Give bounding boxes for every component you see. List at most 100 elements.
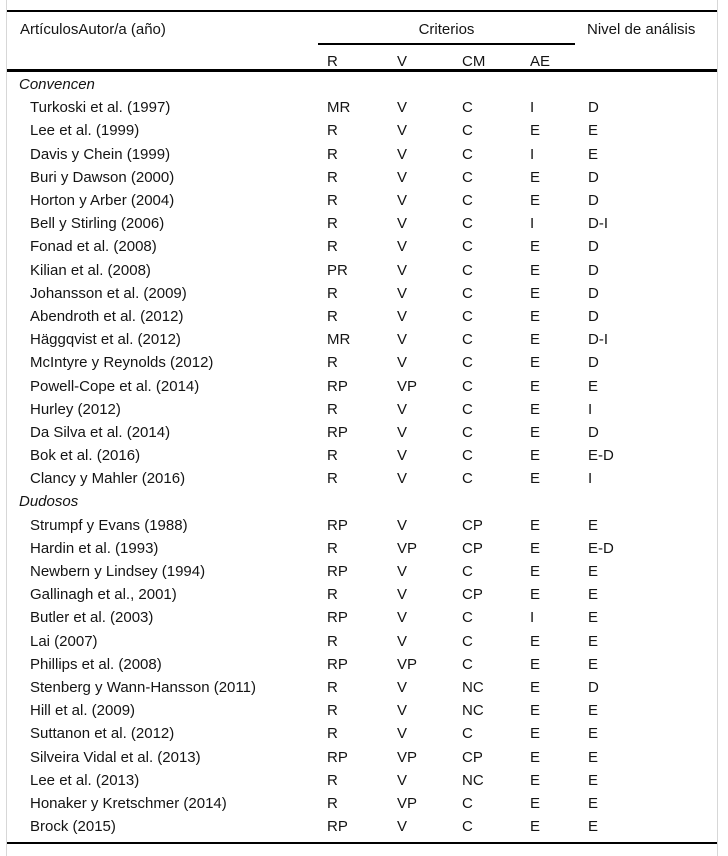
cell-nivel: I [588,470,593,488]
cell-nivel: D [588,678,599,696]
section-header-row: Convencen [0,73,728,96]
table-row: Bok et al. (2016) R V C E E-D [0,444,728,467]
cell-cm: C [462,609,473,627]
cell-nivel: D [588,354,599,372]
cell-r: MR [327,331,351,349]
table-row: Hardin et al. (1993) R VP CP E E-D [0,537,728,560]
subcolumn-header-r: R [327,53,338,70]
table-row: Strumpf y Evans (1988) RP V CP E E [0,514,728,537]
author-cell: Powell-Cope et al. (2014) [30,377,200,395]
cell-r: R [327,725,338,743]
author-cell: Silveira Vidal et al. (2013) [30,748,201,766]
author-cell: Stenberg y Wann-Hansson (2011) [30,678,256,696]
cell-ae: E [530,447,541,465]
author-cell: Abendroth et al. (2012) [30,307,184,325]
cell-v: VP [397,377,418,395]
cell-ae: I [530,609,535,627]
author-cell: Honaker y Kretschmer (2014) [30,794,227,812]
cell-v: V [397,423,408,441]
cell-ae: E [530,794,541,812]
author-cell: Clancy y Mahler (2016) [30,470,186,488]
cell-r: R [327,470,338,488]
cell-ae: E [530,307,541,325]
cell-nivel: E [588,377,599,395]
author-cell: Horton y Arber (2004) [30,192,175,210]
cell-r: R [327,678,338,696]
cell-r: R [327,586,338,604]
cell-ae: E [530,261,541,279]
author-cell: Lee et al. (1999) [30,122,140,140]
cell-v: V [397,609,408,627]
cell-cm: C [462,354,473,372]
cell-ae: E [530,563,541,581]
author-cell: Gallinagh et al., 2001) [30,586,177,604]
author-cell: Da Silva et al. (2014) [30,423,171,441]
table-row: Lee et al. (2013) R V NC E E [0,769,728,792]
author-cell: Lee et al. (2013) [30,771,140,789]
author-cell: Hill et al. (2009) [30,702,136,720]
cell-ae: E [530,678,541,696]
cell-cm: C [462,99,473,117]
author-cell: Fonad et al. (2008) [30,238,157,256]
cell-ae: I [530,145,535,163]
cell-ae: E [530,122,541,140]
cell-nivel: D [588,307,599,325]
cell-r: MR [327,99,351,117]
cell-nivel: E [588,516,599,534]
cell-cm: C [462,192,473,210]
cell-r: RP [327,563,348,581]
table-row: Kilian et al. (2008) PR V C E D [0,259,728,282]
cell-r: R [327,400,338,418]
cell-cm: C [462,238,473,256]
cell-cm: C [462,168,473,186]
cell-nivel: E [588,632,599,650]
table-bottom-rule [7,842,717,844]
cell-v: V [397,238,408,256]
cell-nivel: E [588,609,599,627]
column-header-articulos-autor: ArtículosAutor/a (año) [20,21,166,38]
cell-cm: NC [462,771,484,789]
section-header-row: Dudosos [0,490,728,513]
cell-v: V [397,771,408,789]
cell-r: R [327,215,338,233]
cell-v: V [397,400,408,418]
cell-nivel: E [588,794,599,812]
cell-ae: E [530,516,541,534]
table-top-rule [7,10,717,12]
cell-cm: C [462,632,473,650]
cell-v: V [397,307,408,325]
cell-nivel: E [588,725,599,743]
right-border-line [717,0,718,856]
cell-nivel: D [588,284,599,302]
cell-r: RP [327,423,348,441]
cell-cm: CP [462,586,483,604]
cell-nivel: E [588,655,599,673]
author-cell: McIntyre y Reynolds (2012) [30,354,214,372]
table-row: Powell-Cope et al. (2014) RP VP C E E [0,374,728,397]
cell-r: RP [327,655,348,673]
cell-nivel: E [588,702,599,720]
cell-nivel: I [588,400,593,418]
table-row: Fonad et al. (2008) R V C E D [0,235,728,258]
cell-v: V [397,563,408,581]
table-row: Lee et al. (1999) R V C E E [0,119,728,142]
cell-v: VP [397,655,418,673]
cell-ae: E [530,331,541,349]
author-cell: Hurley (2012) [30,400,121,418]
cell-ae: E [530,586,541,604]
cell-cm: C [462,818,473,836]
table-row: Hill et al. (2009) R V NC E E [0,699,728,722]
author-cell: Lai (2007) [30,632,98,650]
cell-nivel: E-D [588,539,614,557]
cell-ae: E [530,748,541,766]
table-row: Suttanon et al. (2012) R V C E E [0,722,728,745]
author-cell: Davis y Chein (1999) [30,145,171,163]
cell-r: R [327,145,338,163]
cell-nivel: E [588,563,599,581]
cell-cm: C [462,794,473,812]
cell-cm: CP [462,516,483,534]
cell-r: RP [327,516,348,534]
cell-v: V [397,447,408,465]
cell-ae: E [530,702,541,720]
